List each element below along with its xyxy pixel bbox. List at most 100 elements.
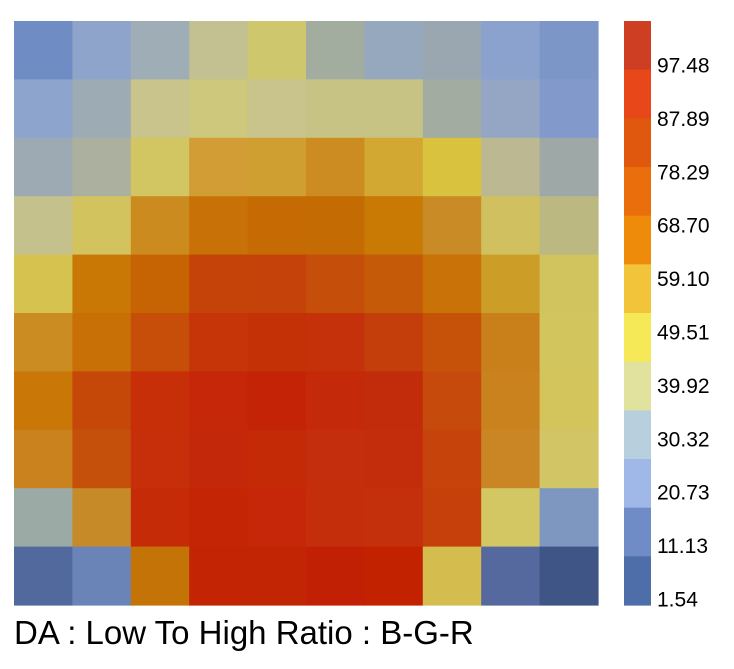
heatmap-cell <box>364 371 424 431</box>
heatmap-cell <box>422 137 482 197</box>
heatmap-cell <box>247 488 307 548</box>
legend-swatch <box>624 118 651 168</box>
heatmap-cell <box>130 254 190 314</box>
heatmap-cell <box>14 488 73 548</box>
heatmap-cell <box>14 137 73 197</box>
legend-color-bar <box>624 21 651 606</box>
heatmap-cell <box>247 137 307 197</box>
heatmap-cell <box>364 137 424 197</box>
heatmap-cell <box>306 254 365 314</box>
heatmap-cell <box>422 21 482 80</box>
heatmap-cell <box>422 313 482 372</box>
heatmap-grid <box>14 21 599 606</box>
heatmap-cell <box>422 429 482 489</box>
heatmap-cell <box>247 79 307 139</box>
legend-swatch <box>624 69 651 119</box>
heatmap-cell <box>130 313 190 372</box>
heatmap-cell <box>14 313 73 372</box>
legend-swatch <box>624 167 651 217</box>
heatmap-cell <box>14 196 73 256</box>
heatmap-cell <box>189 21 249 80</box>
heatmap-cell <box>481 79 541 139</box>
heatmap-cell <box>422 371 482 431</box>
heatmap-cell <box>130 371 190 431</box>
heatmap-cell <box>189 313 249 372</box>
heatmap-cell <box>130 79 190 139</box>
legend-swatch <box>624 507 651 557</box>
heatmap-cell <box>539 313 599 372</box>
heatmap-cell <box>306 313 365 372</box>
legend-tick-label: 68.70 <box>657 215 710 238</box>
heatmap-cell <box>422 254 482 314</box>
heatmap-cell <box>539 371 599 431</box>
heatmap-cell <box>14 371 73 431</box>
heatmap-cell <box>481 254 541 314</box>
heatmap-cell <box>14 21 73 80</box>
heatmap-cell <box>422 196 482 256</box>
heatmap-cell <box>364 313 424 372</box>
heatmap-cell <box>72 313 132 372</box>
legend-ticks: 97.48 87.89 78.29 68.70 59.10 49.51 39.92 30.32… <box>657 55 710 612</box>
chart-title: DA : Low To High Ratio : B-G-R <box>14 614 474 651</box>
heatmap-cell <box>364 488 424 548</box>
heatmap-cell <box>481 429 541 489</box>
heatmap-cell <box>422 79 482 139</box>
heatmap-cell <box>306 79 365 139</box>
heatmap-cell <box>539 429 599 489</box>
heatmap-cell <box>481 313 541 372</box>
heatmap-cell <box>306 371 365 431</box>
heatmap-cell <box>539 488 599 548</box>
heatmap-cell <box>189 196 249 256</box>
heatmap-cell <box>247 371 307 431</box>
heatmap-cell <box>539 21 599 80</box>
legend-tick-label: 39.92 <box>657 375 710 398</box>
heatmap-cell <box>130 196 190 256</box>
heatmap-cell <box>14 546 73 606</box>
heatmap-cell <box>130 21 190 80</box>
heatmap-cell <box>72 371 132 431</box>
legend-swatch <box>624 556 651 606</box>
heatmap-cell <box>189 254 249 314</box>
heatmap-cell <box>247 21 307 80</box>
heatmap-cell <box>539 196 599 256</box>
legend-tick-label: 78.29 <box>657 161 710 184</box>
heatmap-cell <box>481 488 541 548</box>
heatmap-cell <box>481 546 541 606</box>
legend-tick-label: 30.32 <box>657 428 710 451</box>
legend-tick-label: 59.10 <box>657 268 710 291</box>
heatmap-cell <box>189 371 249 431</box>
heatmap-cell <box>539 137 599 197</box>
heatmap-cell <box>72 254 132 314</box>
legend-swatch <box>624 410 651 460</box>
heatmap-cell <box>72 546 132 606</box>
heatmap-cell <box>364 79 424 139</box>
heatmap-cell <box>189 79 249 139</box>
heatmap-cell <box>247 254 307 314</box>
heatmap-cell <box>189 546 249 606</box>
heatmap-cell <box>539 254 599 314</box>
heatmap-cell <box>306 488 365 548</box>
heatmap-cell <box>481 371 541 431</box>
heatmap-cell <box>364 21 424 80</box>
legend-swatch <box>624 313 651 363</box>
heatmap-cell <box>247 546 307 606</box>
heatmap-cell <box>14 79 73 139</box>
heatmap-cell <box>481 137 541 197</box>
legend-swatch <box>624 361 651 411</box>
legend-tick-label: 11.13 <box>657 535 708 558</box>
heatmap-cell <box>422 546 482 606</box>
heatmap-cell <box>247 429 307 489</box>
heatmap-cell <box>130 137 190 197</box>
heatmap-cell <box>306 196 365 256</box>
legend-tick-label: 20.73 <box>657 482 710 505</box>
heatmap-cell <box>72 79 132 139</box>
heatmap-cell <box>14 254 73 314</box>
heatmap-cell <box>364 196 424 256</box>
legend-swatch <box>624 264 651 314</box>
heatmap-cell <box>130 546 190 606</box>
heatmap-cell <box>422 488 482 548</box>
heatmap-cell <box>14 429 73 489</box>
heatmap-cell <box>72 137 132 197</box>
heatmap-cell <box>72 196 132 256</box>
